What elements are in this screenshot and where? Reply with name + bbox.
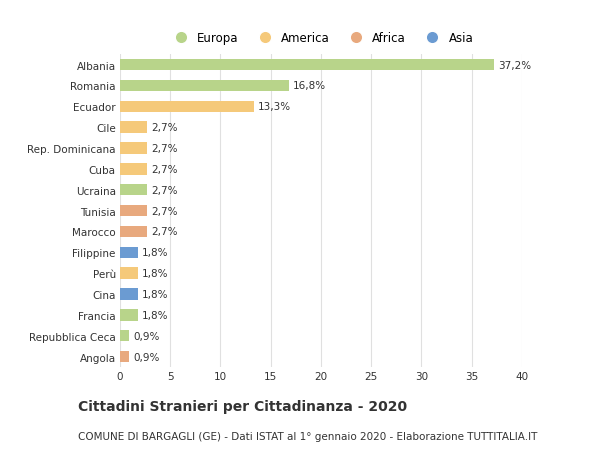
Bar [120,309,138,321]
Bar [120,164,147,175]
Bar [120,143,147,154]
Text: 2,7%: 2,7% [151,123,178,133]
Text: Cittadini Stranieri per Cittadinanza - 2020: Cittadini Stranieri per Cittadinanza - 2… [78,399,407,413]
Text: 13,3%: 13,3% [257,102,291,112]
Text: 0,9%: 0,9% [133,352,160,362]
Text: 2,7%: 2,7% [151,144,178,154]
Bar [120,60,494,71]
Bar [120,289,138,300]
Text: 1,8%: 1,8% [142,310,169,320]
Text: 16,8%: 16,8% [293,81,326,91]
Text: 1,8%: 1,8% [142,248,169,258]
Bar [120,185,147,196]
Bar [120,122,147,134]
Bar [120,101,254,113]
Bar [120,330,129,341]
Text: 1,8%: 1,8% [142,269,169,279]
Bar [120,206,147,217]
Text: 2,7%: 2,7% [151,206,178,216]
Bar [120,268,138,279]
Text: 2,7%: 2,7% [151,185,178,196]
Bar [120,226,147,238]
Text: 2,7%: 2,7% [151,164,178,174]
Text: 37,2%: 37,2% [498,61,531,71]
Text: 0,9%: 0,9% [133,331,160,341]
Bar [120,351,129,363]
Bar [120,247,138,258]
Bar [120,81,289,92]
Text: 1,8%: 1,8% [142,289,169,299]
Legend: Europa, America, Africa, Asia: Europa, America, Africa, Asia [166,30,476,47]
Text: COMUNE DI BARGAGLI (GE) - Dati ISTAT al 1° gennaio 2020 - Elaborazione TUTTITALI: COMUNE DI BARGAGLI (GE) - Dati ISTAT al … [78,431,538,441]
Text: 2,7%: 2,7% [151,227,178,237]
